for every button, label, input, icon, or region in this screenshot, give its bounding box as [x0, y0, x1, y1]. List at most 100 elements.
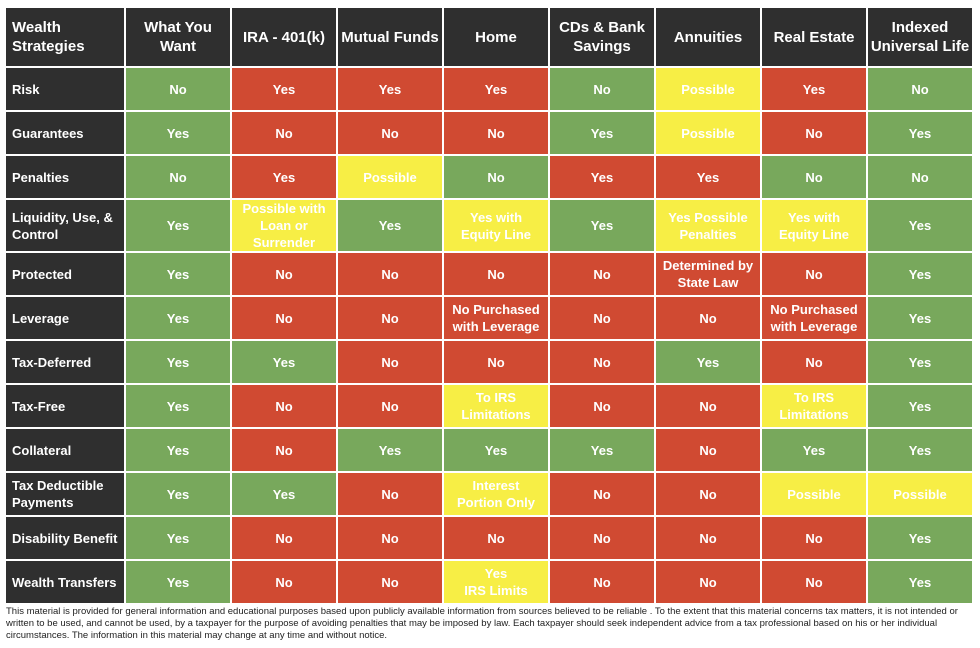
disclaimer-text: This material is provided for general in… [6, 606, 958, 641]
row-label: Wealth Transfers [6, 561, 124, 603]
table-row: Penalties No Yes Possible No Yes Yes No No [6, 156, 972, 198]
table-cell: No Purchased with Leverage [444, 297, 548, 339]
table-cell: Yes [868, 200, 972, 251]
table-cell: Yes IRS Limits [444, 561, 548, 603]
table-cell: No [762, 517, 866, 559]
table-cell: No [232, 297, 336, 339]
table-cell: No [232, 385, 336, 427]
row-label: Tax Deductible Payments [6, 473, 124, 515]
table-cell: No [868, 156, 972, 198]
table-row: Disability Benefit Yes No No No No No No Yes [6, 517, 972, 559]
table-cell: Possible [656, 68, 760, 110]
column-header: Indexed Universal Life [868, 8, 972, 66]
table-cell: No [338, 112, 442, 154]
table-cell: No [550, 385, 654, 427]
table-cell: No [868, 68, 972, 110]
column-header: IRA - 401(k) [232, 8, 336, 66]
header-row: Wealth Strategies What You Want IRA - 40… [6, 8, 972, 66]
table-cell: No [126, 156, 230, 198]
table-row: Tax-Deferred Yes Yes No No No Yes No Yes [6, 341, 972, 383]
table-cell: Yes [868, 297, 972, 339]
table-cell: Yes [232, 341, 336, 383]
table-cell: Yes [550, 156, 654, 198]
table-cell: No [444, 253, 548, 295]
table-cell: No [550, 561, 654, 603]
table-cell: To IRS Limitations [762, 385, 866, 427]
table-cell: No [656, 385, 760, 427]
table-cell: No [762, 253, 866, 295]
table-cell: No [656, 517, 760, 559]
table-cell: No [656, 473, 760, 515]
table-cell: Yes Possible Penalties [656, 200, 760, 251]
table-cell: Yes [868, 429, 972, 471]
table-cell: Yes [868, 517, 972, 559]
table-cell: Yes [444, 429, 548, 471]
table-cell: No Purchased with Leverage [762, 297, 866, 339]
column-header: Mutual Funds [338, 8, 442, 66]
table-row: Wealth Transfers Yes No No Yes IRS Limits No N… [6, 561, 972, 603]
row-label: Guarantees [6, 112, 124, 154]
table-cell: Yes [868, 253, 972, 295]
column-header: Real Estate [762, 8, 866, 66]
table-cell: No [338, 517, 442, 559]
table-cell: Interest Portion Only [444, 473, 548, 515]
table-cell: Yes [550, 429, 654, 471]
table-cell: Possible with Loan or Surrender [232, 200, 336, 251]
table-cell: No [232, 561, 336, 603]
table-cell: Possible [338, 156, 442, 198]
table-cell: Yes [868, 385, 972, 427]
table-cell: No [550, 473, 654, 515]
table-row: Guarantees Yes No No No Yes Possible No Yes [6, 112, 972, 154]
column-header: Home [444, 8, 548, 66]
table-row: Liquidity, Use, & Control Yes Possible wit… [6, 200, 972, 251]
table-cell: No [656, 297, 760, 339]
table-cell: No [232, 112, 336, 154]
table-cell: Determined by State Law [656, 253, 760, 295]
row-label: Tax-Deferred [6, 341, 124, 383]
table-cell: Yes [126, 341, 230, 383]
table-cell: Yes with Equity Line [444, 200, 548, 251]
table-cell: No [444, 341, 548, 383]
row-label: Tax-Free [6, 385, 124, 427]
column-header: Annuities [656, 8, 760, 66]
corner-header: Wealth Strategies [6, 8, 124, 66]
table-row: Risk No Yes Yes Yes No Possible Yes No [6, 68, 972, 110]
table-cell: No [444, 517, 548, 559]
table-cell: No [762, 112, 866, 154]
table-cell: No [126, 68, 230, 110]
table-cell: No [762, 341, 866, 383]
table-cell: Yes [232, 156, 336, 198]
table-cell: Yes [762, 429, 866, 471]
table-cell: Yes [126, 297, 230, 339]
table-cell: No [338, 341, 442, 383]
table-cell: Possible [656, 112, 760, 154]
table-cell: No [338, 473, 442, 515]
table-cell: No [444, 112, 548, 154]
wealth-strategies-table: Wealth Strategies What You Want IRA - 40… [4, 6, 974, 605]
table-cell: No [550, 68, 654, 110]
table-cell: Yes [338, 68, 442, 110]
table-cell: Yes [126, 473, 230, 515]
table-cell: No [550, 297, 654, 339]
row-label: Protected [6, 253, 124, 295]
table-cell: No [338, 561, 442, 603]
table-cell: Yes [232, 473, 336, 515]
table-cell: Yes [126, 200, 230, 251]
table-cell: Yes [126, 517, 230, 559]
table-cell: No [762, 156, 866, 198]
table-cell: Yes [444, 68, 548, 110]
table-cell: Yes with Equity Line [762, 200, 866, 251]
table-cell: Possible [762, 473, 866, 515]
table-row: Leverage Yes No No No Purchased with Leverag… [6, 297, 972, 339]
table-cell: Yes [232, 68, 336, 110]
table-cell: Yes [656, 341, 760, 383]
table-cell: Yes [550, 200, 654, 251]
table-cell: Yes [762, 68, 866, 110]
table-cell: Yes [338, 200, 442, 251]
table-cell: No [444, 156, 548, 198]
column-header: What You Want [126, 8, 230, 66]
table-cell: No [656, 561, 760, 603]
table-cell: Yes [550, 112, 654, 154]
table-cell: To IRS Limitations [444, 385, 548, 427]
